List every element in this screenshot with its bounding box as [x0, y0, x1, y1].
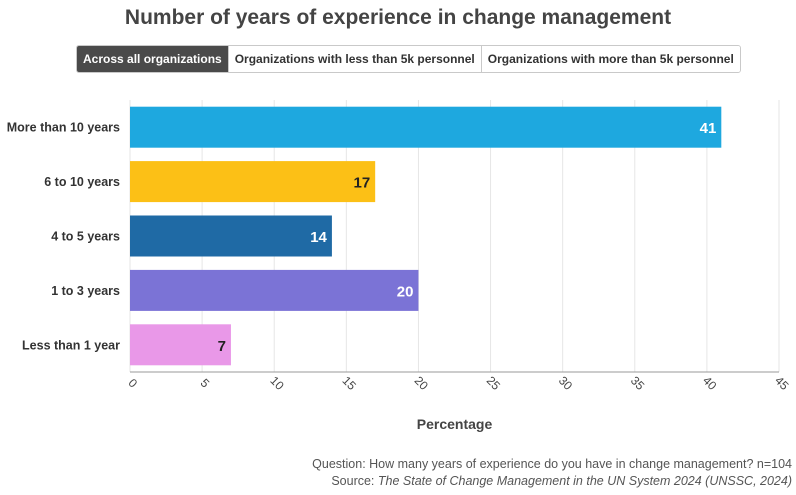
category-label: 1 to 3 years — [51, 284, 120, 298]
bar — [130, 161, 376, 203]
source-prefix: Source: — [331, 474, 378, 488]
category-label: Less than 1 year — [22, 338, 120, 352]
bar — [130, 215, 332, 257]
x-tick-label: 5 — [198, 376, 213, 391]
tab-less-than-5k[interactable]: Organizations with less than 5k personne… — [228, 46, 482, 72]
tab-across-all-organizations[interactable]: Across all organizations — [77, 46, 229, 72]
question-note: Question: How many years of experience d… — [312, 457, 792, 471]
bar — [130, 324, 231, 366]
x-tick-label: 25 — [484, 373, 504, 393]
x-tick-label: 45 — [772, 373, 792, 393]
bar — [130, 269, 419, 311]
x-tick-label: 30 — [556, 373, 576, 393]
x-tick-label: 0 — [126, 376, 141, 391]
bar-value-label: 41 — [700, 120, 717, 137]
bar-value-label: 14 — [310, 229, 327, 246]
bar — [130, 106, 722, 148]
source-title: The State of Change Management in the UN… — [377, 474, 792, 488]
filter-tab-group: Across all organizations Organizations w… — [76, 45, 741, 73]
x-tick-label: 20 — [412, 373, 432, 393]
x-axis-title: Percentage — [417, 416, 493, 432]
chart-title: Number of years of experience in change … — [124, 6, 672, 29]
bar-value-label: 17 — [353, 175, 370, 192]
category-label: More than 10 years — [7, 121, 120, 135]
x-tick-label: 15 — [339, 373, 359, 393]
source-note: Source: The State of Change Management i… — [331, 474, 792, 488]
bar-value-label: 20 — [397, 283, 414, 300]
bar-value-label: 7 — [218, 338, 226, 355]
x-tick-label: 35 — [628, 373, 648, 393]
category-label: 4 to 5 years — [51, 230, 120, 244]
x-tick-label: 10 — [267, 373, 287, 393]
x-tick-label: 40 — [700, 373, 720, 393]
tab-more-than-5k[interactable]: Organizations with more than 5k personne… — [481, 46, 740, 72]
category-label: 6 to 10 years — [44, 175, 120, 189]
